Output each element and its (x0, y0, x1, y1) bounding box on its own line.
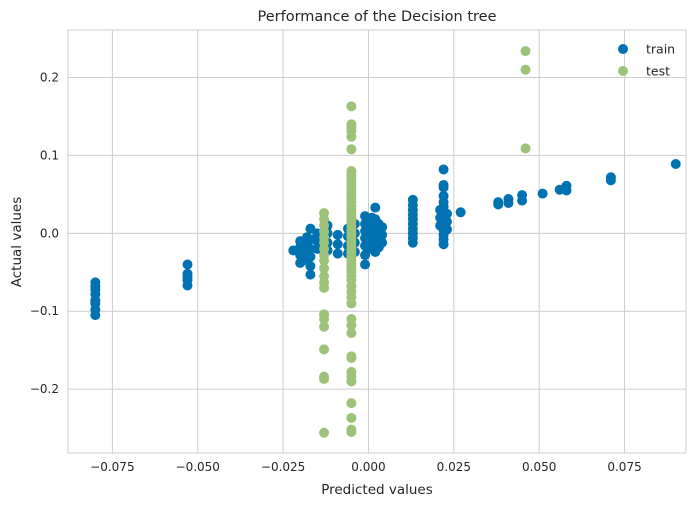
test-point (346, 144, 357, 155)
test-point (319, 314, 330, 325)
train-point (441, 216, 452, 227)
y-tick-label: 0.0 (40, 226, 59, 240)
test-point (346, 412, 357, 423)
chart-title: Performance of the Decision tree (258, 9, 497, 25)
test-point (319, 427, 330, 438)
train-point (605, 175, 616, 186)
train-point (305, 269, 316, 280)
train-point (90, 310, 101, 321)
train-point (377, 237, 388, 248)
test-point (319, 263, 330, 274)
train-point (182, 259, 193, 270)
train-point (377, 222, 388, 233)
x-tick-label: 0.000 (351, 460, 385, 474)
x-tick-label: −0.025 (261, 460, 305, 474)
test-point (319, 321, 330, 332)
plot-frame (67, 29, 687, 454)
train-point (441, 224, 452, 235)
train-point (441, 208, 452, 219)
test-point (520, 46, 531, 57)
train-point (182, 280, 193, 291)
test-point (346, 426, 357, 437)
test-point (346, 298, 357, 309)
x-axis-label: Predicted values (321, 482, 433, 498)
test-point (346, 352, 357, 363)
legend-label-test: test (646, 64, 670, 79)
y-tick-label: 0.1 (40, 148, 59, 162)
y-tick-label: 0.2 (40, 71, 59, 85)
x-tick-label: 0.050 (522, 460, 556, 474)
x-tick-label: 0.075 (607, 460, 641, 474)
y-axis-label: Actual values (9, 197, 25, 288)
train-point (377, 229, 388, 240)
train-point (407, 237, 418, 248)
train-point (561, 185, 572, 196)
legend-label-train: train (646, 42, 675, 57)
train-point (537, 188, 548, 199)
train-point (438, 164, 449, 175)
data-points (90, 46, 681, 438)
train-point (332, 239, 343, 250)
legend-marker-train (618, 44, 628, 54)
train-point (455, 207, 466, 218)
test-point (319, 255, 330, 266)
x-tick-label: 0.025 (437, 460, 471, 474)
x-tick-labels: −0.075 −0.050 −0.025 0.000 0.025 0.050 0.075 (90, 460, 642, 474)
test-point (346, 320, 357, 331)
series-train (90, 158, 681, 321)
legend: train test (618, 42, 675, 79)
test-point (319, 344, 330, 355)
train-point (517, 195, 528, 206)
legend-marker-test (618, 66, 628, 76)
train-point (670, 158, 681, 169)
series-test (319, 46, 531, 438)
train-point (332, 248, 343, 259)
test-point (346, 101, 357, 112)
test-point (319, 373, 330, 384)
train-point (305, 251, 316, 262)
test-point (346, 376, 357, 387)
train-point (438, 182, 449, 193)
test-point (520, 64, 531, 75)
test-point (346, 131, 357, 142)
train-point (332, 229, 343, 240)
train-point (305, 261, 316, 272)
test-point (319, 282, 330, 293)
train-point (360, 259, 371, 270)
train-point (370, 202, 381, 213)
y-tick-labels: −0.2 −0.1 0.0 0.1 0.2 (30, 71, 59, 397)
test-point (346, 398, 357, 409)
train-point (503, 197, 514, 208)
y-tick-label: −0.2 (30, 382, 59, 396)
train-point (493, 199, 504, 210)
test-point (346, 328, 357, 339)
train-point (438, 239, 449, 250)
test-point (520, 143, 531, 154)
x-tick-label: −0.050 (176, 460, 220, 474)
y-tick-label: −0.1 (30, 304, 59, 318)
x-tick-label: −0.075 (90, 460, 134, 474)
